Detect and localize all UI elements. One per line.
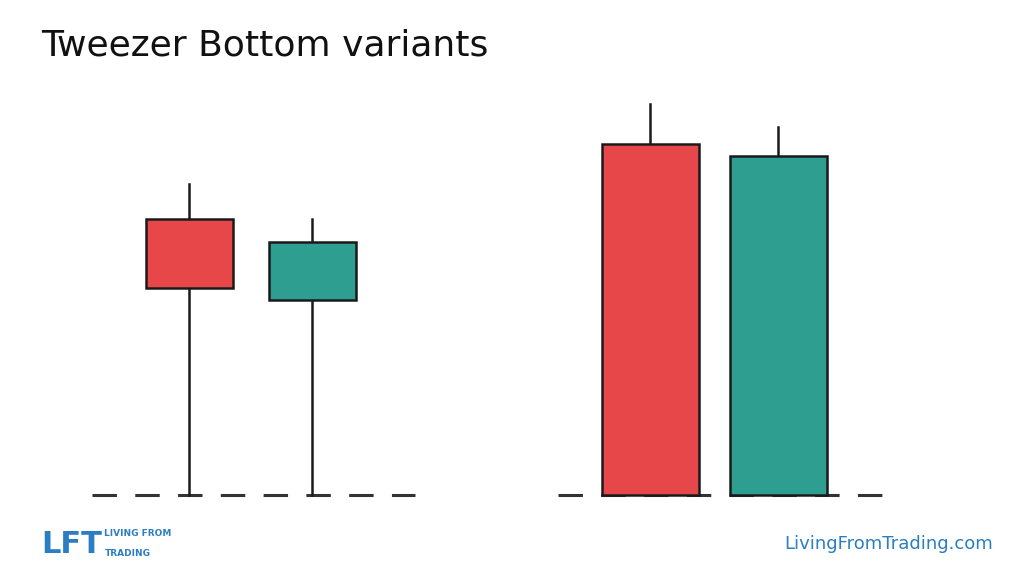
FancyBboxPatch shape bbox=[729, 156, 827, 495]
FancyBboxPatch shape bbox=[268, 242, 356, 300]
Text: Tweezer Bottom variants: Tweezer Bottom variants bbox=[41, 29, 488, 63]
Text: LFT: LFT bbox=[41, 530, 101, 559]
FancyBboxPatch shape bbox=[145, 219, 232, 288]
Text: TRADING: TRADING bbox=[104, 549, 151, 558]
Text: LIVING FROM: LIVING FROM bbox=[104, 529, 172, 539]
FancyBboxPatch shape bbox=[602, 144, 698, 495]
Text: LivingFromTrading.com: LivingFromTrading.com bbox=[784, 535, 993, 554]
